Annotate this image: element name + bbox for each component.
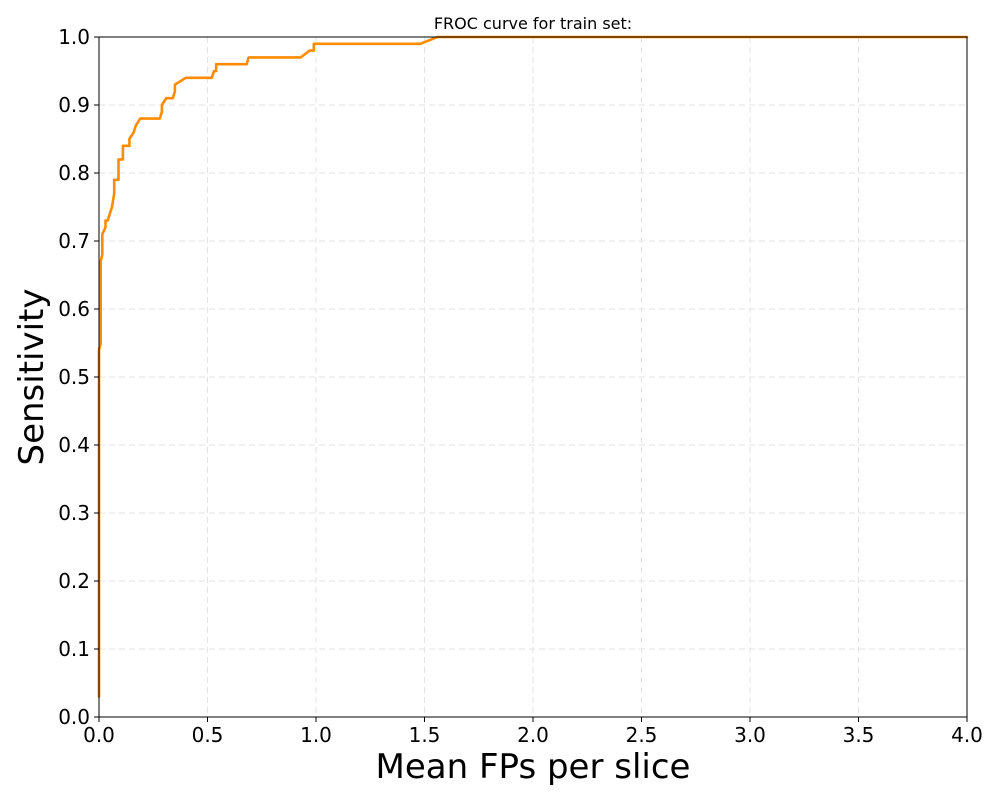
- y-tick-label: 0.1: [58, 637, 90, 661]
- x-tick-label: 3.5: [843, 723, 875, 747]
- x-axis-label: Mean FPs per slice: [376, 747, 691, 787]
- x-tick-label: 2.5: [626, 723, 658, 747]
- y-tick-label: 0.0: [58, 705, 90, 729]
- y-tick-label: 0.8: [58, 161, 90, 185]
- x-tick-label: 1.5: [409, 723, 441, 747]
- x-tick-label: 0.0: [83, 723, 115, 747]
- y-tick-label: 0.5: [58, 365, 90, 389]
- y-tick-label: 0.4: [58, 433, 90, 457]
- y-tick-label: 0.6: [58, 297, 90, 321]
- y-tick-label: 1.0: [58, 25, 90, 49]
- series-layer: [97, 35, 969, 698]
- y-tick-label: 0.9: [58, 93, 90, 117]
- froc-curve-line: [97, 35, 969, 698]
- y-tick-label: 0.3: [58, 501, 90, 525]
- x-tick-label: 3.0: [734, 723, 766, 747]
- y-tick-label: 0.2: [58, 569, 90, 593]
- x-tick-label: 1.0: [300, 723, 332, 747]
- y-tick-label: 0.7: [58, 229, 90, 253]
- axis-ticks: 0.0 0.5 1.0 1.5 2.0 2.5 3.0 3.5 4.0 0.0 0.1 0.2 0.3 0…: [58, 25, 983, 747]
- x-tick-label: 0.5: [192, 723, 224, 747]
- x-tick-label: 4.0: [951, 723, 983, 747]
- y-axis-label: Sensitivity: [12, 288, 52, 465]
- chart-title: FROC curve for train set:: [434, 14, 632, 33]
- x-tick-label: 2.0: [517, 723, 549, 747]
